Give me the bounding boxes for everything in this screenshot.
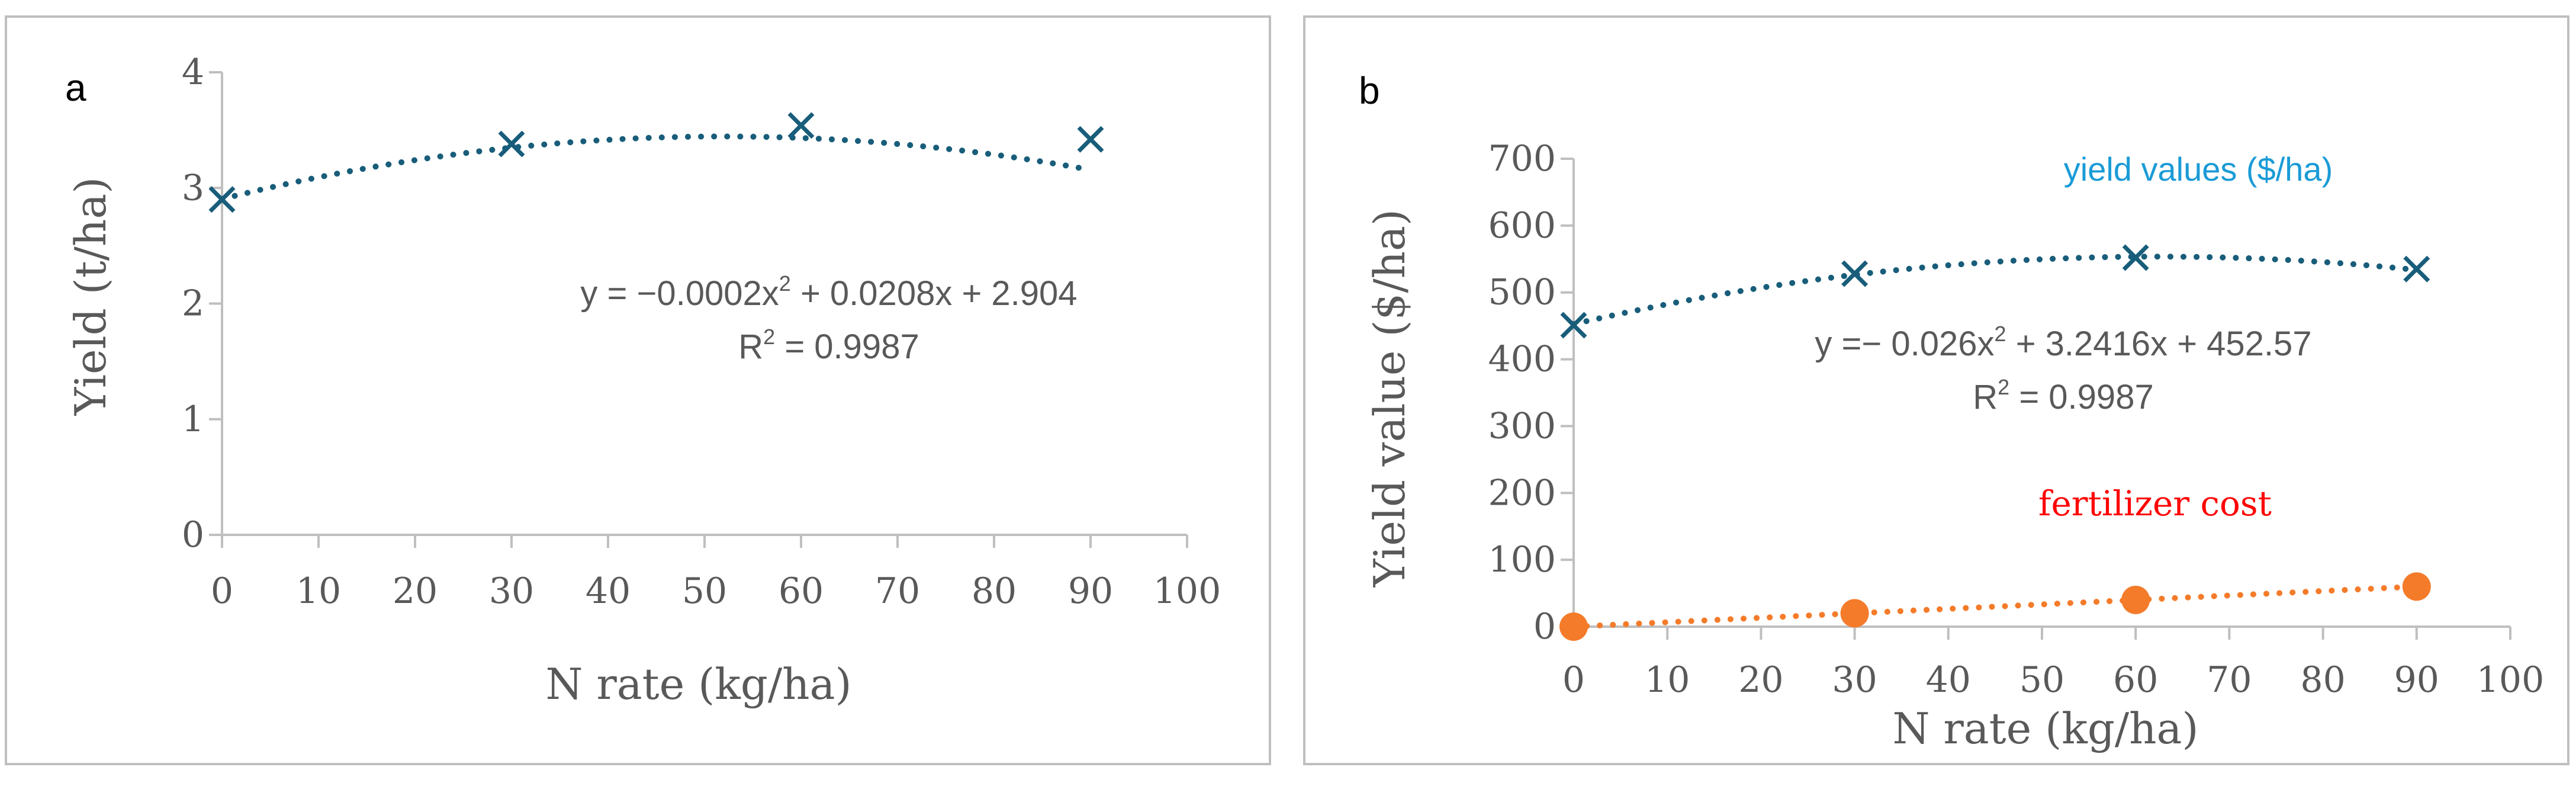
panel-b-x-tick-label: 90 xyxy=(2394,659,2439,701)
panel-b-y-tick-label: 400 xyxy=(1488,339,1556,380)
marker-stroke xyxy=(208,186,236,213)
panel-b-y-tick-label: 300 xyxy=(1488,405,1556,447)
panel-a-x-tick-label: 100 xyxy=(1153,570,1221,612)
marker-stroke xyxy=(1841,260,1869,287)
panel-b-x-tick-label: 70 xyxy=(2207,659,2252,701)
panel-a-x-tick-label: 70 xyxy=(875,570,920,612)
panel-b-y-tick-label: 700 xyxy=(1488,138,1556,179)
panel-a-y-axis-title: Yield (t/ha) xyxy=(66,177,115,416)
panel-b-y-tick-label: 0 xyxy=(1533,606,1556,647)
panel-b-y-tick-label: 500 xyxy=(1488,272,1556,313)
panel-a-y-tick-label: 1 xyxy=(182,399,204,440)
cost-data-point xyxy=(2402,572,2431,601)
panel-b-x-tick-label: 80 xyxy=(2300,659,2345,701)
panel-b-x-tick-label: 30 xyxy=(1832,659,1877,701)
panel-b-equation-line2: R2 = 0.9987 xyxy=(1973,375,2153,416)
yield-data-point xyxy=(1560,312,1587,339)
marker-stroke xyxy=(498,130,525,158)
panel-b-axes: 0 100 200 300 400 500 600 700 0 10 20 30 40 50 60 70 80 9… xyxy=(1488,138,2544,701)
yield-values-annotation: yield values ($/ha) xyxy=(2064,150,2333,188)
panel-a-equation-line2: R2 = 0.9987 xyxy=(738,325,919,366)
panel-a-y-tick-label: 4 xyxy=(182,52,204,93)
panel-a-x-tick-label: 20 xyxy=(393,570,438,612)
marker-stroke xyxy=(2403,255,2430,283)
yield-data-point xyxy=(208,186,236,213)
panel-b-x-tick-label: 0 xyxy=(1562,659,1585,701)
panel-b-x-tick-label: 100 xyxy=(2477,659,2545,701)
panel-a-x-tick-label: 80 xyxy=(972,570,1017,612)
panel-a-y-tick-label: 3 xyxy=(182,167,204,208)
yield-data-point xyxy=(2122,244,2149,271)
panel-a-frame xyxy=(5,15,1271,765)
marker-stroke xyxy=(1560,312,1587,339)
panel-b-y-tick-label: 600 xyxy=(1488,205,1556,246)
panel-a-equation-line1: y = −0.0002x2 + 0.0208x + 2.904 xyxy=(580,271,1077,313)
panel-b-x-tick-label: 50 xyxy=(2019,659,2064,701)
panel-b-x-tick-label: 60 xyxy=(2113,659,2158,701)
panel-b-frame xyxy=(1303,15,2569,765)
yield-data-point xyxy=(787,112,815,139)
panel-b-trendline-yield xyxy=(1571,254,2420,328)
yield-data-point xyxy=(1841,260,1869,287)
panel-a-x-tick-label: 10 xyxy=(296,570,341,612)
panel-a-plot-area xyxy=(208,112,1104,213)
panel-a-label: a xyxy=(65,66,86,109)
marker-stroke xyxy=(2122,244,2149,271)
panel-a-x-tick-label: 0 xyxy=(211,570,233,612)
cost-data-point xyxy=(1559,612,1588,641)
yield-data-point xyxy=(498,130,525,158)
panel-b-y-tick-label: 200 xyxy=(1488,472,1556,514)
panel-b-plot-area xyxy=(1559,244,2431,641)
yield-data-point xyxy=(2403,255,2430,283)
cost-data-point xyxy=(1840,599,1869,628)
marker-stroke xyxy=(1077,126,1104,153)
panel-a-x-tick-label: 50 xyxy=(682,570,727,612)
cost-data-point xyxy=(2121,585,2150,614)
panel-a-x-tick-label: 60 xyxy=(779,570,824,612)
panel-b-label: b xyxy=(1359,69,1380,112)
panel-b-equation-line1: y =− 0.026x2 + 3.2416x + 452.57 xyxy=(1815,322,2311,363)
panel-b-x-tick-label: 40 xyxy=(1926,659,1971,701)
panel-a-x-tick-label: 90 xyxy=(1068,570,1113,612)
panel-a-y-tick-label: 2 xyxy=(182,283,204,325)
panel-b-y-axis-title: Yield value ($/ha) xyxy=(1365,209,1414,588)
panel-b-y-tick-label: 100 xyxy=(1488,539,1556,580)
panel-a-x-axis-title: N rate (kg/ha) xyxy=(545,659,851,709)
panel-a-y-tick-label: 0 xyxy=(182,514,204,556)
panel-b: b 0 100 200 300 400 500 600 700 0 10 20 30 40 50 60 70 8… xyxy=(1303,15,2569,765)
panel-b-x-axis-title: N rate (kg/ha) xyxy=(1892,704,2198,753)
panel-a-x-tick-label: 30 xyxy=(489,570,534,612)
panel-a-x-tick-label: 40 xyxy=(586,570,631,612)
yield-data-point xyxy=(1077,126,1104,153)
marker-stroke xyxy=(787,112,815,139)
panel-b-x-tick-label: 20 xyxy=(1738,659,1783,701)
panel-b-x-tick-label: 10 xyxy=(1645,659,1690,701)
fertilizer-cost-annotation: fertilizer cost xyxy=(2038,483,2272,524)
